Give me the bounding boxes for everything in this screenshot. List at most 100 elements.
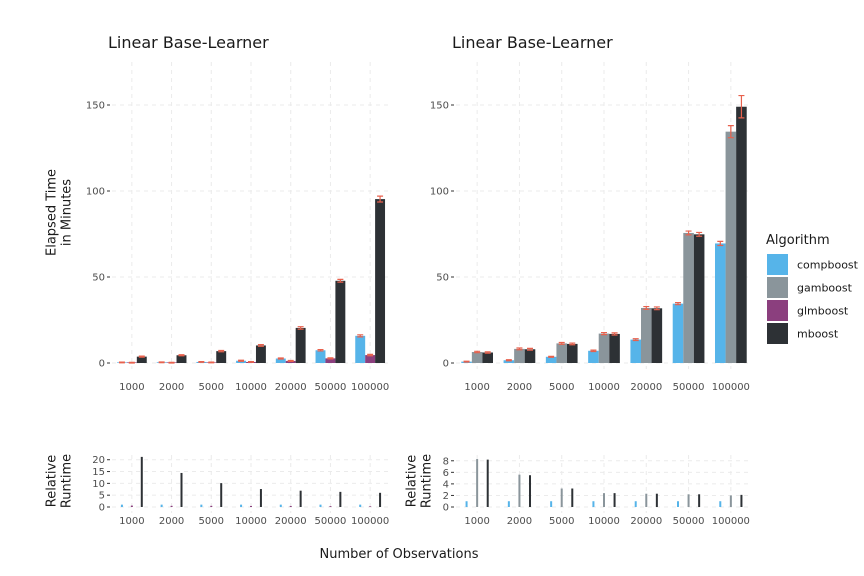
legend-key-glmboost bbox=[767, 300, 788, 321]
y-tick-label: 0 bbox=[443, 503, 449, 514]
x-tick-label: 10000 bbox=[588, 516, 620, 527]
error-bar-compboost bbox=[317, 348, 324, 352]
error-bar-mboost bbox=[738, 94, 745, 119]
bar-mboost bbox=[259, 489, 262, 507]
bar-compboost bbox=[634, 501, 637, 507]
x-tick-label: 1000 bbox=[464, 516, 489, 527]
y-tick-label: 8 bbox=[443, 456, 449, 467]
panel-top-left: 0 50 100 150 1000 2000 5000 10000 20000 50000 1000… bbox=[45, 33, 390, 393]
y-tick-label: 0 bbox=[443, 359, 449, 370]
error-bar-mboost bbox=[297, 326, 304, 330]
y-tick-label: 6 bbox=[443, 468, 449, 479]
error-bar-mboost bbox=[218, 349, 225, 353]
error-bar-mboost bbox=[178, 354, 185, 357]
bar-glmboost bbox=[369, 506, 372, 507]
bar-mboost bbox=[482, 352, 493, 363]
bar-mboost bbox=[698, 494, 701, 507]
bar-mboost bbox=[529, 475, 531, 507]
bar-compboost bbox=[677, 501, 679, 507]
y-tick-label: 0 bbox=[99, 359, 105, 370]
bar-compboost bbox=[319, 504, 322, 507]
y-tick-label: 100 bbox=[430, 187, 449, 198]
panel-title: Linear Base-Learner bbox=[108, 33, 269, 52]
x-tick-label: 50000 bbox=[673, 516, 705, 527]
bar-compboost bbox=[160, 504, 163, 507]
error-bar-compboost bbox=[590, 349, 597, 353]
bar-gamboost bbox=[729, 495, 732, 507]
error-bar-glmboost bbox=[128, 361, 135, 364]
error-bar-mboost bbox=[696, 231, 703, 237]
legend-title: Algorithm bbox=[766, 233, 830, 248]
error-bar-mboost bbox=[257, 343, 264, 347]
bar-compboost bbox=[236, 360, 247, 363]
x-tick-label: 20000 bbox=[275, 382, 307, 393]
x-tick-label: 2000 bbox=[507, 516, 532, 527]
error-bar-gamboost bbox=[474, 350, 481, 354]
y-tick-label: 15 bbox=[92, 467, 105, 478]
error-bar-compboost bbox=[632, 338, 639, 342]
bar-glmboost bbox=[210, 505, 213, 507]
error-bar-mboost bbox=[653, 306, 660, 311]
error-bar-compboost bbox=[548, 355, 555, 358]
error-bar-glmboost bbox=[327, 357, 334, 360]
bar-compboost bbox=[355, 335, 366, 363]
bar-compboost bbox=[719, 501, 722, 507]
bar-compboost bbox=[630, 339, 641, 363]
error-bar-mboost bbox=[484, 351, 491, 354]
x-tick-label: 5000 bbox=[199, 516, 224, 527]
bar-mboost bbox=[255, 345, 266, 363]
error-bar-compboost bbox=[357, 334, 364, 338]
x-tick-label: 5000 bbox=[199, 382, 224, 393]
bar-gamboost bbox=[514, 348, 525, 363]
bar-gamboost bbox=[560, 488, 563, 507]
bar-mboost bbox=[339, 491, 342, 507]
bar-mboost bbox=[613, 493, 616, 507]
bar-glmboost bbox=[289, 505, 292, 507]
x-tick-label: 5000 bbox=[549, 516, 574, 527]
error-bar-gamboost bbox=[601, 331, 607, 336]
bar-gamboost bbox=[687, 494, 690, 507]
x-tick-label: 1000 bbox=[119, 382, 144, 393]
error-bar-compboost bbox=[463, 360, 470, 363]
bar-compboost bbox=[715, 243, 726, 363]
y-axis-title: RelativeRuntime bbox=[45, 454, 75, 508]
bar-compboost bbox=[359, 504, 362, 507]
x-tick-label: 10000 bbox=[588, 382, 620, 393]
error-bar-compboost bbox=[118, 361, 125, 364]
y-tick-label: 2 bbox=[443, 491, 449, 502]
y-tick-label: 4 bbox=[443, 479, 449, 490]
legend-key-compboost bbox=[767, 254, 788, 275]
error-bar-gamboost bbox=[727, 125, 734, 139]
bar-compboost bbox=[672, 303, 684, 363]
bar-gamboost bbox=[725, 131, 737, 363]
bar-mboost bbox=[571, 488, 574, 507]
bar-mboost bbox=[486, 459, 489, 507]
bar-compboost bbox=[315, 350, 326, 363]
x-tick-label: 20000 bbox=[275, 516, 307, 527]
legend-label-glmboost: glmboost bbox=[797, 305, 849, 318]
bar-mboost bbox=[299, 490, 302, 507]
x-tick-label: 10000 bbox=[235, 382, 267, 393]
x-tick-label: 20000 bbox=[630, 516, 662, 527]
bar-mboost bbox=[220, 483, 223, 507]
x-tick-label: 1000 bbox=[464, 382, 489, 393]
bar-mboost bbox=[567, 343, 578, 363]
bar-mboost bbox=[736, 106, 747, 363]
legend-label-gamboost: gamboost bbox=[797, 282, 853, 295]
x-tick-label: 1000 bbox=[119, 516, 144, 527]
x-tick-label: 50000 bbox=[315, 382, 347, 393]
x-tick-label: 2000 bbox=[159, 516, 184, 527]
error-bar-compboost bbox=[505, 359, 512, 362]
legend-label-mboost: mboost bbox=[797, 328, 839, 341]
error-bar-gamboost bbox=[685, 230, 692, 236]
panel-title: Linear Base-Learner bbox=[452, 33, 613, 52]
bar-gamboost bbox=[603, 493, 605, 507]
panel-top-right: 0 50 100 150 1000 2000 5000 10000 20000 50000 1000… bbox=[430, 33, 752, 393]
x-tick-label: 2000 bbox=[159, 382, 184, 393]
bar-gamboost bbox=[476, 459, 479, 507]
y-tick-label: 5 bbox=[99, 491, 105, 502]
bar-compboost bbox=[120, 504, 123, 507]
legend-label-compboost: compboost bbox=[797, 259, 859, 272]
